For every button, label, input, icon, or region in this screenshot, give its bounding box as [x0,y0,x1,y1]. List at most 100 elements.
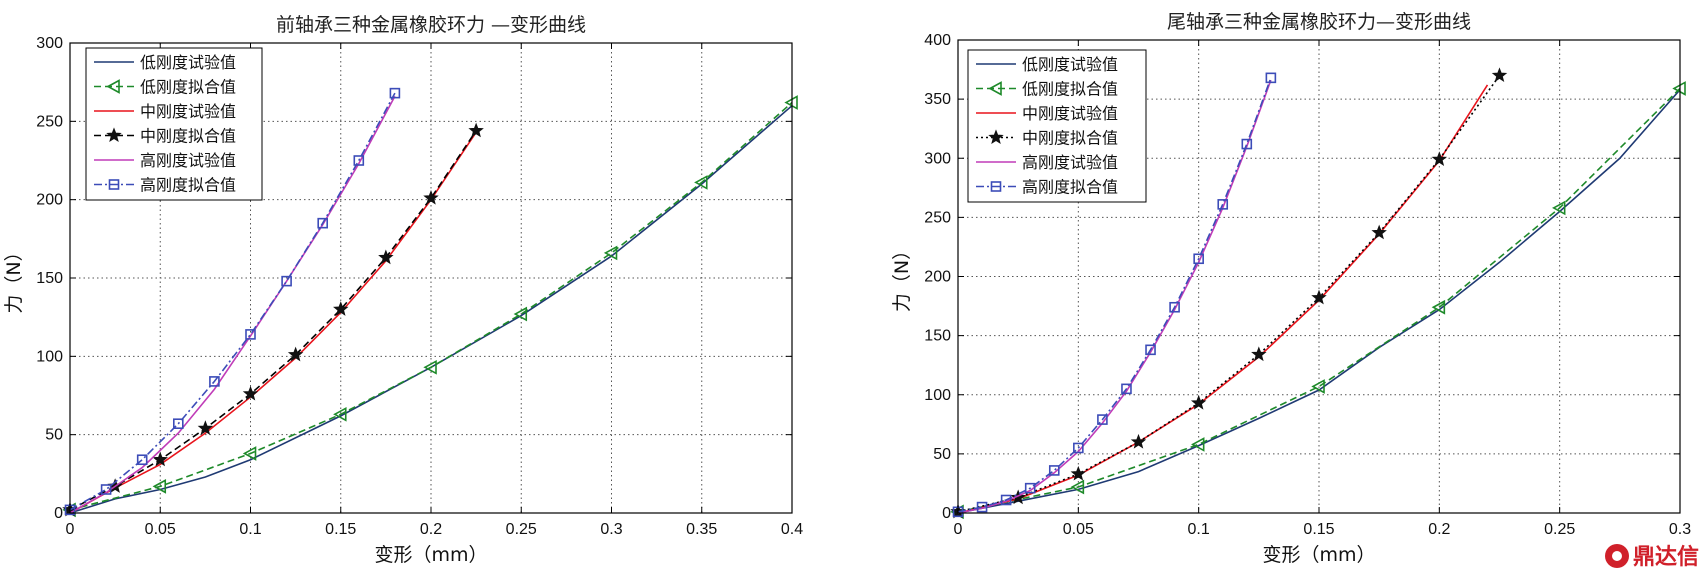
x-tick-label: 0.2 [1428,521,1450,538]
legend-box [85,47,263,201]
x-axis-label: 变形（mm） [374,544,487,566]
y-tick-label: 300 [36,35,63,52]
legend-label: 高刚度拟合值 [140,176,236,195]
data-point-high-fit [1145,344,1156,356]
data-point-mid-fit [1311,289,1327,305]
chart-title: 前轴承三种金属橡胶环力 —变形曲线 [276,14,586,36]
x-tick-label: 0.25 [1544,521,1575,538]
y-tick-label: 200 [36,192,63,209]
legend-label: 高刚度拟合值 [1022,178,1118,197]
data-point-mid-fit [423,189,439,205]
legend-label: 中刚度拟合值 [140,127,236,146]
x-tick-label: 0.3 [600,521,622,538]
y-tick-label: 0 [942,505,951,522]
series-line-high-fit [69,92,396,511]
x-tick-label: 0.05 [145,521,176,538]
data-point-high-fit [1097,414,1108,425]
y-tick-label: 100 [924,387,951,404]
y-tick-label: 50 [45,427,63,444]
data-point-high-fit [1169,301,1180,313]
data-point-mid-fit [378,249,394,265]
legend-label: 中刚度试验值 [1022,104,1118,123]
chart-title: 尾轴承三种金属橡胶环力—变形曲线 [1167,11,1471,33]
x-tick-label: 0.15 [1303,521,1334,538]
data-point-high-fit [1193,253,1204,265]
series-line-mid-fit [69,130,477,511]
series-line-low-test [69,105,793,514]
legend-marker [988,81,1002,96]
data-point-mid-fit [468,122,484,138]
plot-frame [69,42,793,514]
data-point-low-fit [1190,437,1205,452]
data-point-high-fit [1217,199,1229,210]
series-line-low-fit [69,101,793,511]
y-tick-label: 250 [36,113,63,130]
data-point-low-fit [1070,479,1085,495]
x-tick-label: 0.4 [781,521,803,538]
legend-label: 低刚度拟合值 [1022,80,1118,99]
data-point-high-fit [1073,442,1084,454]
x-tick-label: 0.3 [1669,521,1691,538]
data-point-mid-fit [242,385,259,401]
y-tick-label: 200 [924,269,951,286]
x-tick-label: 0 [66,521,75,538]
data-point-high-fit [976,501,988,513]
x-tick-label: 0 [954,521,963,538]
data-point-high-fit [353,155,365,166]
legend-label: 高刚度试验值 [140,151,236,170]
x-tick-label: 0.25 [506,521,537,538]
series-line-low-fit [957,87,1681,513]
legend-marker [990,181,1002,192]
x-tick-label: 0.1 [239,521,261,538]
data-point-low-fit [1431,299,1446,315]
watermark: 鼎达信 [1605,544,1699,570]
data-point-mid-fit [152,451,168,467]
data-point-mid-fit [1070,465,1087,481]
legend-box [967,49,1147,203]
legend-label: 中刚度试验值 [140,102,236,121]
data-point-low-fit [333,406,347,422]
legend-label: 低刚度试验值 [1022,55,1118,74]
data-point-low-fit [242,446,257,461]
data-point-low-fit [1551,200,1566,216]
series-line-high-test [69,95,396,514]
data-point-mid-fit [1371,224,1387,240]
y-tick-label: 150 [36,270,63,287]
x-tick-label: 0.2 [420,521,442,538]
data-point-mid-fit [287,346,304,362]
data-point-mid-fit [333,301,349,316]
y-tick-label: 400 [924,32,951,49]
plot-frame [957,39,1681,514]
legend-marker [988,129,1004,145]
y-tick-label: 350 [924,91,951,108]
data-point-high-fit [1241,138,1253,150]
legend-label: 低刚度拟合值 [140,78,236,97]
data-point-mid-fit [197,420,214,435]
y-tick-label: 0 [54,505,63,522]
data-point-high-fit [245,329,256,340]
data-point-high-fit [173,418,184,430]
data-point-low-fit [1311,379,1325,394]
data-point-low-fit [694,175,708,190]
y-axis-label: 力（N） [891,241,913,312]
x-tick-label: 0.15 [325,521,356,538]
data-point-mid-fit [1010,489,1026,505]
data-point-high-fit [209,376,220,387]
y-tick-label: 50 [933,446,951,463]
data-point-high-fit [389,87,401,99]
data-point-high-fit [281,275,292,287]
x-tick-label: 0.05 [1063,521,1094,538]
data-point-high-fit [1024,482,1036,494]
y-tick-label: 100 [36,348,63,365]
data-point-mid-fit [1190,394,1207,410]
tail-bearing-chart: 0 0.05 0.1 0.15 0.2 0.25 0.3 0 50 100 150 200 250 300… [891,11,1691,566]
series-group [950,67,1686,520]
data-point-low-fit [513,306,528,322]
x-tick-label: 0.35 [686,521,717,538]
data-point-low-fit [603,245,618,261]
front-bearing-chart: 0 0.05 0.1 0.15 0.2 0.25 0.3 0.35 0.4 0 50 100 150 20… [3,14,803,566]
data-point-low-fit [152,479,167,494]
